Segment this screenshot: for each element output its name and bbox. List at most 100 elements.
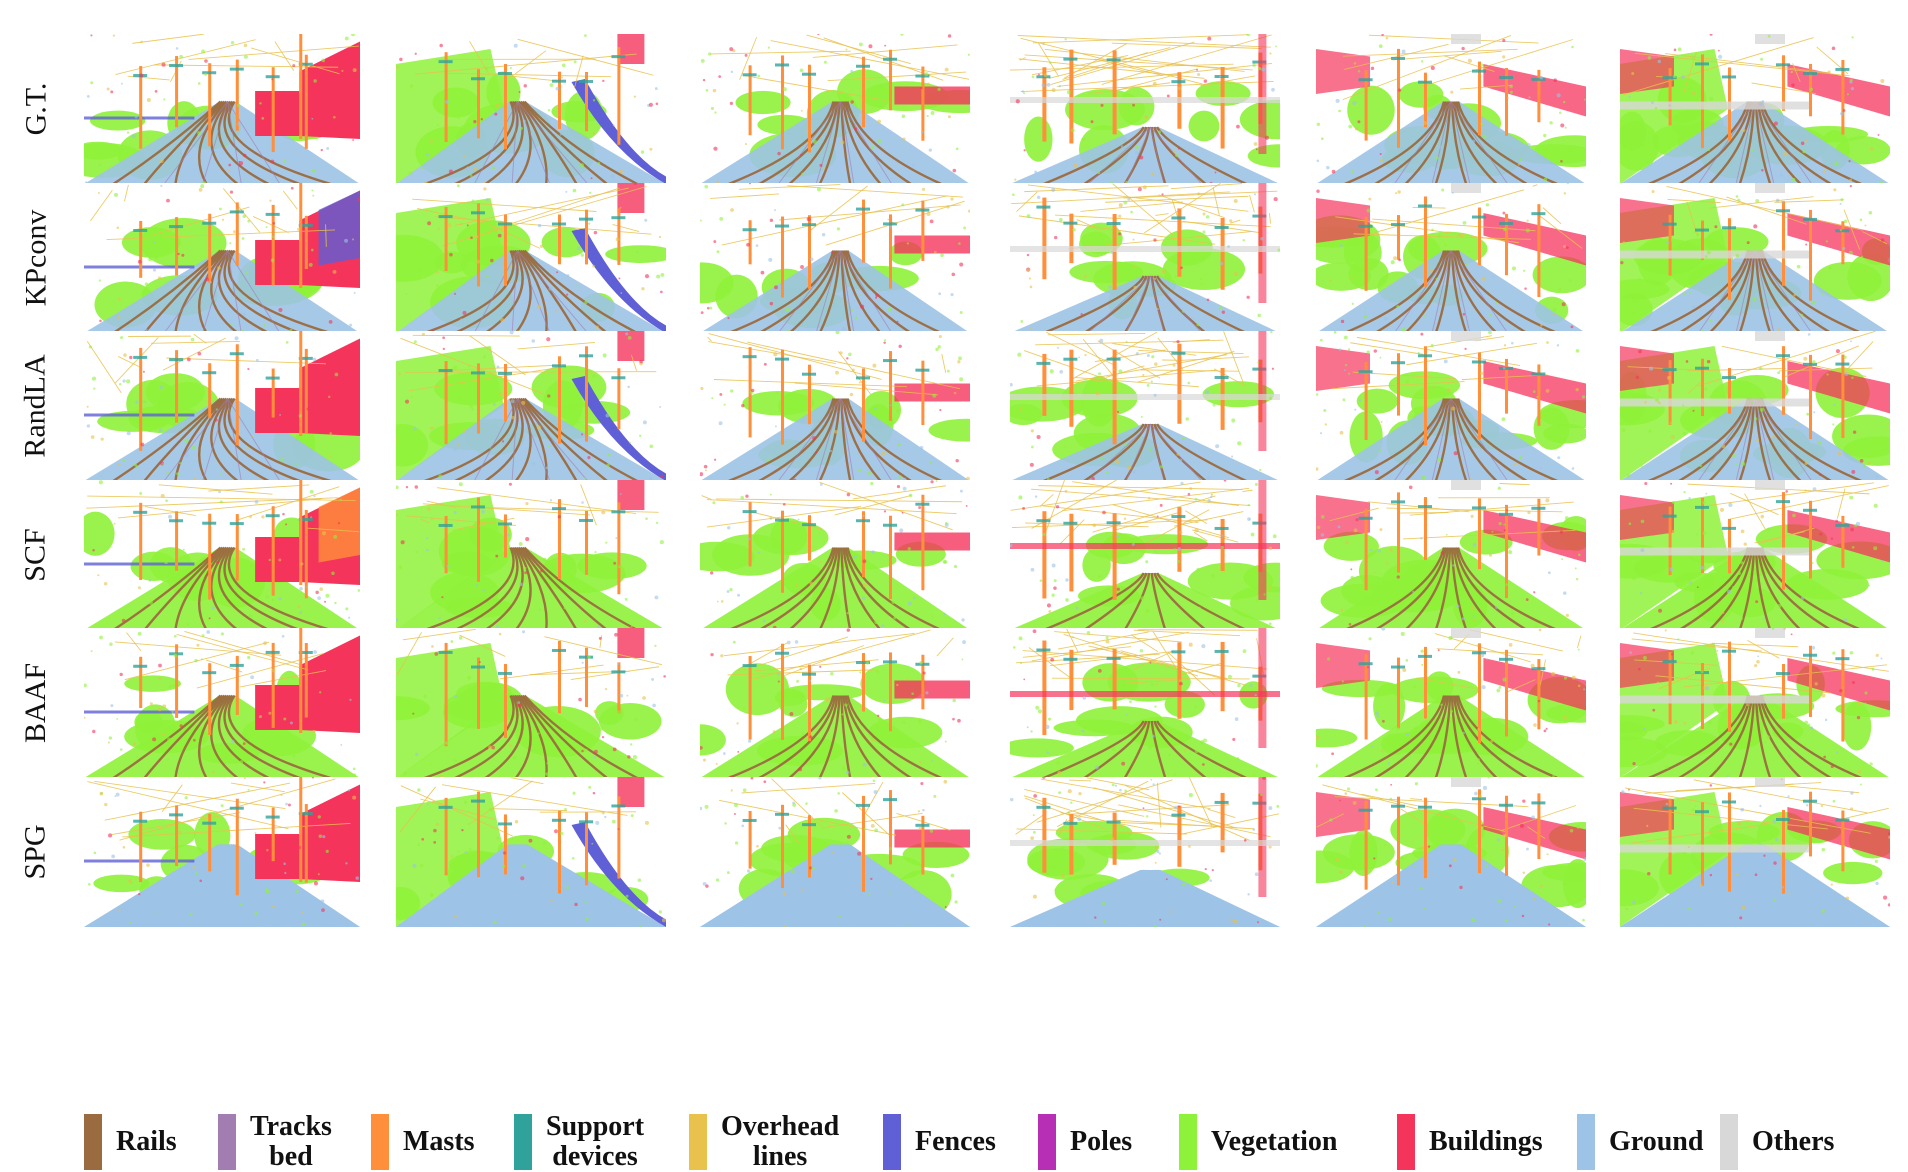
legend-label: Masts — [403, 1127, 475, 1157]
point-cloud-image — [396, 183, 666, 333]
point-cloud-panel — [700, 331, 970, 481]
point-cloud-image — [1316, 331, 1586, 481]
point-cloud-image — [396, 480, 666, 630]
point-cloud-panel — [84, 331, 360, 481]
legend-swatch — [689, 1114, 707, 1170]
legend-label-line: bed — [250, 1142, 332, 1172]
row-label-text: KPconv — [19, 210, 53, 307]
legend-label: Fences — [915, 1127, 996, 1157]
legend-item: Vegetation — [1179, 1112, 1338, 1172]
point-cloud-panel — [84, 34, 360, 184]
point-cloud-panel — [1010, 777, 1280, 927]
legend-label-line: lines — [721, 1142, 839, 1172]
point-cloud-panel — [1316, 34, 1586, 184]
point-cloud-panel — [1316, 480, 1586, 630]
point-cloud-image — [1620, 628, 1890, 778]
point-cloud-image — [1010, 331, 1280, 481]
point-cloud-image — [1316, 34, 1586, 184]
legend-label-line: Fences — [915, 1127, 996, 1157]
point-cloud-image — [1316, 183, 1586, 333]
legend-item: Ground — [1577, 1112, 1703, 1172]
point-cloud-panel — [1620, 183, 1890, 333]
point-cloud-panel — [84, 480, 360, 630]
point-cloud-image — [1010, 628, 1280, 778]
row-label-text: BAAF — [19, 663, 53, 743]
point-cloud-image — [1620, 777, 1890, 927]
point-cloud-panel — [700, 183, 970, 333]
point-cloud-panel — [84, 777, 360, 927]
point-cloud-image — [1316, 480, 1586, 630]
legend-item: Others — [1720, 1112, 1834, 1172]
legend-label-line: Masts — [403, 1127, 475, 1157]
legend-swatch — [84, 1114, 102, 1170]
legend-label-line: Buildings — [1429, 1127, 1543, 1157]
row-label: KPconv — [8, 183, 64, 333]
row-label-text: RandLA — [19, 354, 53, 457]
legend-label: Vegetation — [1211, 1127, 1338, 1157]
point-cloud-image — [84, 480, 360, 630]
point-cloud-panel — [396, 777, 666, 927]
legend-swatch — [1179, 1114, 1197, 1170]
legend-item: Poles — [1038, 1112, 1132, 1172]
point-cloud-image — [396, 34, 666, 184]
point-cloud-image — [84, 628, 360, 778]
legend-label-line: Rails — [116, 1127, 177, 1157]
legend-item: Fences — [883, 1112, 996, 1172]
point-cloud-panel — [1316, 777, 1586, 927]
point-cloud-image — [396, 628, 666, 778]
row-label: SPG — [8, 777, 64, 927]
legend-label-line: Ground — [1609, 1127, 1703, 1157]
point-cloud-panel — [1316, 331, 1586, 481]
point-cloud-image — [700, 331, 970, 481]
point-cloud-panel — [1620, 777, 1890, 927]
legend-swatch — [883, 1114, 901, 1170]
point-cloud-image — [1620, 331, 1890, 481]
row-label: G.T. — [8, 34, 64, 184]
point-cloud-image — [1010, 34, 1280, 184]
legend-label: Poles — [1070, 1127, 1132, 1157]
legend-label-line: devices — [546, 1142, 644, 1172]
legend-label-line: Poles — [1070, 1127, 1132, 1157]
legend-swatch — [514, 1114, 532, 1170]
legend-swatch — [371, 1114, 389, 1170]
row-label: BAAF — [8, 628, 64, 778]
point-cloud-panel — [1316, 628, 1586, 778]
point-cloud-panel — [1010, 34, 1280, 184]
legend-label: Others — [1752, 1127, 1834, 1157]
point-cloud-image — [396, 777, 666, 927]
legend-swatch — [1577, 1114, 1595, 1170]
legend-swatch — [1397, 1114, 1415, 1170]
point-cloud-image — [700, 628, 970, 778]
point-cloud-panel — [700, 628, 970, 778]
point-cloud-image — [84, 34, 360, 184]
point-cloud-image — [1620, 183, 1890, 333]
point-cloud-panel — [84, 183, 360, 333]
point-cloud-image — [1010, 183, 1280, 333]
legend-item: Masts — [371, 1112, 475, 1172]
point-cloud-image — [1316, 628, 1586, 778]
point-cloud-image — [1620, 34, 1890, 184]
point-cloud-image — [700, 480, 970, 630]
point-cloud-image — [1010, 480, 1280, 630]
legend-swatch — [1038, 1114, 1056, 1170]
legend-label-line: Others — [1752, 1127, 1834, 1157]
legend-label: Buildings — [1429, 1127, 1543, 1157]
legend-label-line: Vegetation — [1211, 1127, 1338, 1157]
row-label-text: SPG — [19, 824, 53, 879]
point-cloud-panel — [396, 628, 666, 778]
point-cloud-image — [396, 331, 666, 481]
point-cloud-panel — [1316, 183, 1586, 333]
legend-item: Buildings — [1397, 1112, 1543, 1172]
point-cloud-image — [84, 183, 360, 333]
legend-label: Rails — [116, 1127, 177, 1157]
point-cloud-panel — [396, 480, 666, 630]
point-cloud-image — [84, 331, 360, 481]
legend-label-line: Overhead — [721, 1112, 839, 1142]
legend-label: Ground — [1609, 1127, 1703, 1157]
